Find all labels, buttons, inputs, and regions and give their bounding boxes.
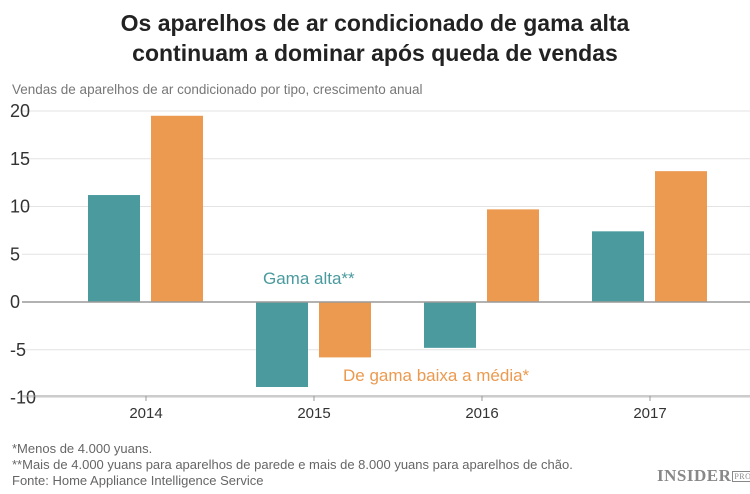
- x-tick-label: 2017: [633, 405, 666, 422]
- bar-gama-alta-2015: [256, 302, 308, 387]
- bar-gama-baixa-media-2017: [655, 171, 707, 302]
- chart-title-line2: continuam a dominar após queda de vendas: [132, 40, 618, 66]
- y-tick-label: -10: [10, 388, 36, 408]
- chart-title-line1: Os aparelhos de ar condicionado de gama …: [120, 10, 630, 36]
- y-tick-label: 15: [10, 149, 30, 169]
- y-tick-label: -5: [10, 340, 26, 360]
- y-tick-label: 0: [10, 292, 20, 312]
- series-label-gama-baixa-media: De gama baixa a média*: [343, 366, 530, 385]
- y-tick-label: 10: [10, 197, 30, 217]
- bar-gama-alta-2016: [424, 302, 476, 348]
- bar-gama-alta-2017: [592, 231, 644, 302]
- footnote-1: *Menos de 4.000 yuans.: [12, 441, 153, 456]
- y-tick-label: 20: [10, 101, 30, 121]
- footnote-2: **Mais de 4.000 yuans para aparelhos de …: [12, 457, 573, 472]
- x-tick-label: 2015: [297, 405, 330, 422]
- bar-gama-baixa-media-2015: [319, 302, 371, 358]
- chart-subtitle: Vendas de aparelhos de ar condicionado p…: [12, 82, 423, 97]
- x-tick-label: 2014: [129, 405, 162, 422]
- bar-gama-baixa-media-2016: [487, 209, 539, 302]
- source-note: Fonte: Home Appliance Intelligence Servi…: [12, 473, 264, 488]
- insider-pro-logo: INSIDER PRO: [657, 466, 750, 486]
- bar-gama-alta-2014: [88, 195, 140, 302]
- y-tick-label: 5: [10, 244, 20, 264]
- bar-gama-baixa-media-2014: [151, 115, 203, 303]
- x-tick-label: 2016: [465, 405, 498, 422]
- series-label-gama-alta: Gama alta**: [263, 269, 355, 288]
